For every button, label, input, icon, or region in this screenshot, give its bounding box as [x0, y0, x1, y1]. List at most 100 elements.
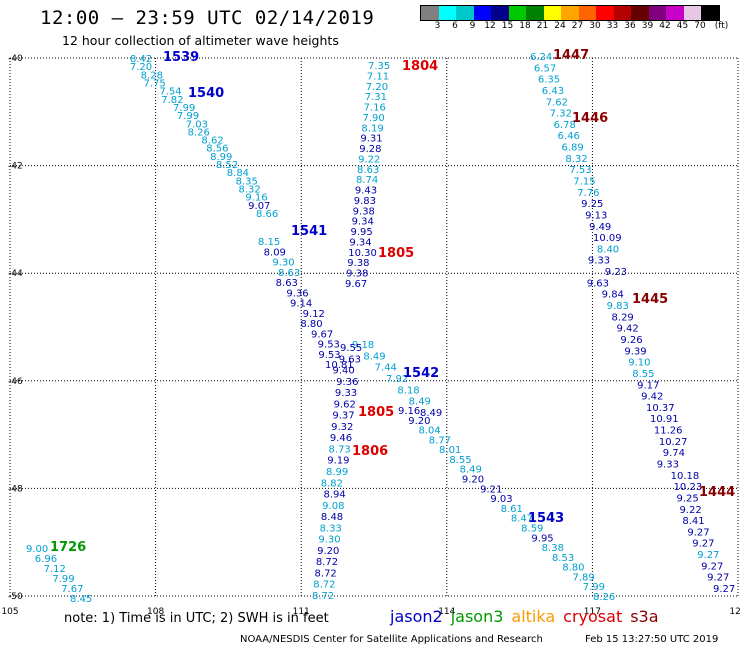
legend-tick-label: 45: [676, 21, 689, 31]
lat-label: -46: [8, 377, 23, 387]
wave-height-value: 9.17: [637, 380, 659, 391]
wave-height-value: 9.46: [330, 433, 352, 444]
legend-swatch: [683, 6, 701, 20]
wave-height-value: 8.49: [409, 397, 431, 408]
wave-height-value: 8.49: [363, 351, 385, 362]
legend-tick-label: 21: [536, 21, 549, 31]
legend-swatch: [473, 6, 491, 20]
wave-height-value: 7.99: [52, 574, 74, 585]
pass-time-label: 1539: [163, 50, 199, 65]
wave-height-value: 9.39: [624, 346, 646, 357]
wave-height-value: 8.73: [329, 444, 351, 455]
legend-swatch: [543, 6, 561, 20]
satellite-cryosat: cryosat: [563, 607, 623, 626]
wave-height-value: 7.32: [550, 109, 572, 120]
wave-height-value: 8.63: [278, 268, 300, 279]
wave-height-value: 7.62: [546, 97, 568, 108]
wave-height-value: 7.20: [130, 62, 152, 73]
wave-height-value: 9.63: [587, 278, 609, 289]
lat-label: -40: [8, 54, 23, 64]
wave-height-value: 9.12: [303, 309, 325, 320]
lon-label: 111: [293, 607, 310, 617]
wave-height-value: 9.62: [334, 399, 356, 410]
legend-tick-label: 70: [694, 21, 706, 31]
wave-height-value: 6.57: [534, 63, 556, 74]
pass-time-labels: 1539 1540 1541 1542 1543 1726 1804 1805 1805 1806…: [50, 48, 735, 555]
wave-height-value: 9.63: [339, 354, 361, 365]
lon-label: 114: [438, 607, 455, 617]
wave-height-value: 7.15: [573, 177, 595, 188]
wave-height-value: 9.33: [335, 388, 357, 399]
pass-time-label: 1447: [553, 48, 589, 63]
lat-label: -44: [8, 269, 23, 279]
wave-height-value: 9.00: [26, 544, 48, 555]
wave-height-value: 7.54: [159, 87, 181, 98]
wave-height-value: 7.53: [569, 165, 591, 176]
wave-height-value: 8.62: [201, 136, 223, 147]
wave-height-value: 8.26: [188, 127, 210, 138]
wave-height-value: 9.43: [355, 186, 377, 197]
axis-labels: 105 108 111 114 117 120 -40 -42 -44 -46 -48 -50: [1, 54, 740, 617]
wave-height-value: 8.35: [236, 176, 258, 187]
wave-height-value: 9.38: [347, 258, 369, 269]
wave-height-value: 9.53: [318, 350, 340, 361]
wave-height-value: 8.48: [321, 512, 343, 523]
wave-height-value: 9.07: [248, 201, 270, 212]
wave-height-value: 9.49: [589, 222, 611, 233]
wave-height-value: 8.42: [130, 54, 152, 65]
wave-height-value: 9.42: [641, 392, 663, 403]
legend-tick-label: 12: [484, 21, 496, 31]
wave-height-value: 8.41: [682, 516, 704, 527]
wave-height-value: 9.20: [462, 475, 484, 486]
wave-height-value: 8.59: [521, 523, 543, 534]
wave-height-value: 8.72: [315, 568, 337, 579]
wave-height-value: 8.94: [323, 490, 345, 501]
wave-height-value: 9.27: [701, 561, 723, 572]
wave-height-value: 8.45: [70, 594, 92, 605]
map-subtitle: 12 hour collection of altimeter wave hei…: [62, 33, 339, 48]
legend-swatch: [578, 6, 596, 20]
pass-time-label: 1541: [291, 224, 327, 239]
wave-height-value: 10.27: [659, 437, 688, 448]
wave-height-value: 8.47: [511, 514, 533, 525]
map-grid: [9, 57, 739, 597]
wave-height-value: 7.12: [44, 564, 66, 575]
wave-height-value: 8.61: [501, 504, 523, 515]
wave-height-value: 9.23: [605, 267, 627, 278]
legend-tick-label: 6: [452, 21, 458, 31]
satellite-jason3: jason3: [450, 607, 504, 626]
wave-height-value: 10.37: [646, 403, 675, 414]
wave-height-value: 8.82: [321, 478, 343, 489]
wave-height-value: 8.49: [420, 408, 442, 419]
legend-swatch: [631, 6, 649, 20]
wave-height-value: 8.52: [216, 160, 238, 171]
wave-height-value: 6.35: [538, 75, 560, 86]
lon-label: 105: [1, 607, 18, 617]
satellite-jason2: jason2: [390, 607, 443, 626]
wave-height-value: 9.26: [620, 335, 642, 346]
wave-height-value: 7.99: [583, 582, 605, 593]
wave-height-value: 9.31: [360, 134, 382, 145]
wave-height-value: 9.03: [490, 494, 512, 505]
wave-height-value: 9.14: [290, 299, 312, 310]
wave-height-value: 8.38: [542, 543, 564, 554]
wave-height-value: 9.38: [346, 269, 368, 280]
wave-height-value: 9.30: [272, 258, 294, 269]
wave-height-value: 9.18: [352, 340, 374, 351]
wave-height-value: 8.99: [326, 467, 348, 478]
footnote: note: 1) Time is in UTC; 2) SWH is in fe…: [64, 611, 329, 626]
wave-height-value: 9.55: [340, 343, 362, 354]
wave-height-value: 8.80: [562, 563, 584, 574]
wave-height-value: 9.13: [585, 210, 607, 221]
wave-height-value: 7.03: [186, 119, 208, 130]
pass-time-label: 1726: [50, 540, 86, 555]
wave-height-value: 7.67: [61, 584, 83, 595]
wave-height-value: 7.89: [572, 572, 594, 583]
wave-height-value: 8.99: [210, 152, 232, 163]
wave-height-value: 9.67: [311, 329, 333, 340]
altimeter-tracks: 8.427.208.287.757.547.827.997.997.038.26…: [26, 52, 735, 605]
wave-height-value: 6.78: [554, 120, 576, 131]
wave-height-value: 8.32: [565, 154, 587, 165]
wave-height-value: 6.89: [561, 143, 583, 154]
wave-height-value: 9.20: [317, 546, 339, 557]
